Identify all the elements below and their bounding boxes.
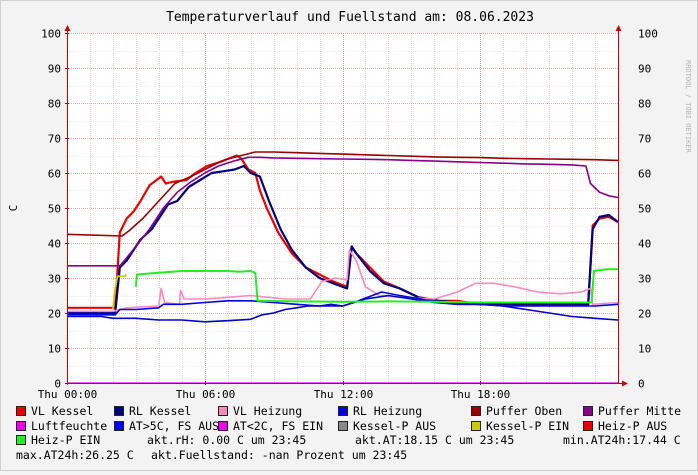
y-tick-label-left: 60 (48, 168, 61, 181)
legend-label: VL Heizung (233, 404, 303, 418)
legend-label: Kessel-P AUS (353, 418, 437, 433)
legend-item: RL Kessel (114, 404, 191, 419)
legend-swatch (471, 406, 481, 416)
legend-label: Puffer Mitte (598, 404, 682, 418)
y-axis-label: C (7, 205, 20, 212)
stat-min-at: min.AT24h:17.44 C (563, 433, 681, 447)
stat-akt-rh: akt.rH: 0.00 C um 23:45 (147, 433, 307, 447)
legend-item: Puffer Oben (471, 404, 562, 419)
legend-label: AT>5C, FS AUS (129, 418, 220, 433)
legend-item: AT>5C, FS AUS (114, 419, 219, 434)
y-tick-label-right: 80 (638, 98, 651, 111)
legend-swatch (114, 420, 124, 431)
legend-label: Puffer Oben (486, 404, 563, 418)
legend-item: Heiz-P AUS (583, 419, 667, 434)
legend-swatch (218, 420, 228, 431)
y-tick-label-right: 50 (638, 203, 651, 216)
stat-fuellstand: akt.Fuellstand: -nan Prozent um 23:45 (151, 447, 408, 462)
x-tick-label: Thu 00:00 (38, 388, 98, 401)
legend-label: VL Kessel (31, 404, 94, 418)
y-tick-label-right: 60 (638, 168, 651, 181)
legend-item: AT<2C, FS EIN (218, 419, 323, 434)
legend-label: Luftfeuchte (31, 418, 108, 433)
y-axis-arrow-right (615, 25, 622, 31)
series-line-rl-kessel (67, 164, 619, 315)
x-tick-label: Thu 18:00 (451, 388, 511, 401)
y-tick-label-left: 20 (48, 308, 61, 321)
x-tick-label: Thu 12:00 (314, 388, 374, 401)
y-tick-label-right: 20 (638, 308, 651, 321)
legend-swatch (114, 406, 124, 416)
legend-item: Kessel-P AUS (338, 419, 436, 434)
legend-swatch (583, 406, 593, 416)
y-tick-label-left: 50 (48, 203, 61, 216)
legend-label: RL Heizung (353, 404, 423, 418)
legend-swatch (16, 406, 26, 416)
series-line-kessel-p-ein (112, 273, 128, 310)
y-tick-label-right: 0 (638, 378, 645, 391)
y-tick-label-right: 30 (638, 273, 651, 286)
series-line-vl-heizung (67, 249, 619, 313)
legend-swatch (16, 435, 26, 445)
legend-swatch (16, 420, 26, 431)
y-tick-label-left: 30 (48, 273, 61, 286)
watermark: RRDTOOL / TOBI OETIKER (684, 60, 692, 154)
y-tick-label-left: 10 (48, 343, 61, 356)
x-axis-arrow (622, 380, 628, 387)
legend-label: Kessel-P EIN (486, 418, 570, 433)
y-tick-label-right: 40 (638, 238, 651, 251)
legend-item: Puffer Mitte (583, 404, 681, 419)
stat-max-at: max.AT24h:26.25 C (16, 447, 134, 462)
series-line-heiz-p-ein (134, 268, 618, 304)
legend-label: AT<2C, FS EIN (233, 418, 324, 433)
legend-swatch (471, 420, 481, 431)
legend-swatch (218, 406, 228, 416)
y-tick-label-left: 100 (41, 28, 61, 41)
series-line-puffer-mitte (67, 156, 619, 267)
y-tick-label-left: 80 (48, 98, 61, 111)
series-line-at-5c-fs-aus (67, 294, 619, 323)
y-tick-label-left: 0 (54, 378, 61, 391)
stat-akt-at: akt.AT:18.15 C um 23:45 (355, 433, 515, 447)
legend-item: Heiz-P EIN (16, 433, 100, 448)
legend-item: RL Heizung (338, 404, 422, 419)
legend-label: RL Kessel (129, 404, 192, 418)
y-tick-label-right: 100 (638, 28, 658, 41)
x-tick-label: Thu 06:00 (176, 388, 236, 401)
legend-swatch (583, 420, 593, 431)
legend-label: Heiz-P EIN (31, 433, 101, 447)
chart-title: Temperaturverlauf und Fuellstand am: 08.… (166, 10, 534, 25)
legend-item: Kessel-P EIN (471, 419, 569, 434)
legend-item: VL Heizung (218, 404, 302, 419)
y-tick-label-right: 10 (638, 343, 651, 356)
legend-swatch (338, 406, 348, 416)
legend-item: Luftfeuchte (16, 419, 107, 434)
legend-swatch (338, 420, 348, 431)
y-tick-label-left: 70 (48, 133, 61, 146)
series-line-puffer-oben (66, 151, 619, 237)
legend-item: VL Kessel (16, 404, 93, 419)
y-axis-arrow (64, 25, 71, 31)
y-tick-label-right: 90 (638, 63, 651, 76)
legend-label: Heiz-P AUS (598, 418, 668, 433)
y-tick-label-left: 90 (48, 63, 61, 76)
y-tick-label-left: 40 (48, 238, 61, 251)
y-tick-label-right: 70 (638, 133, 651, 146)
